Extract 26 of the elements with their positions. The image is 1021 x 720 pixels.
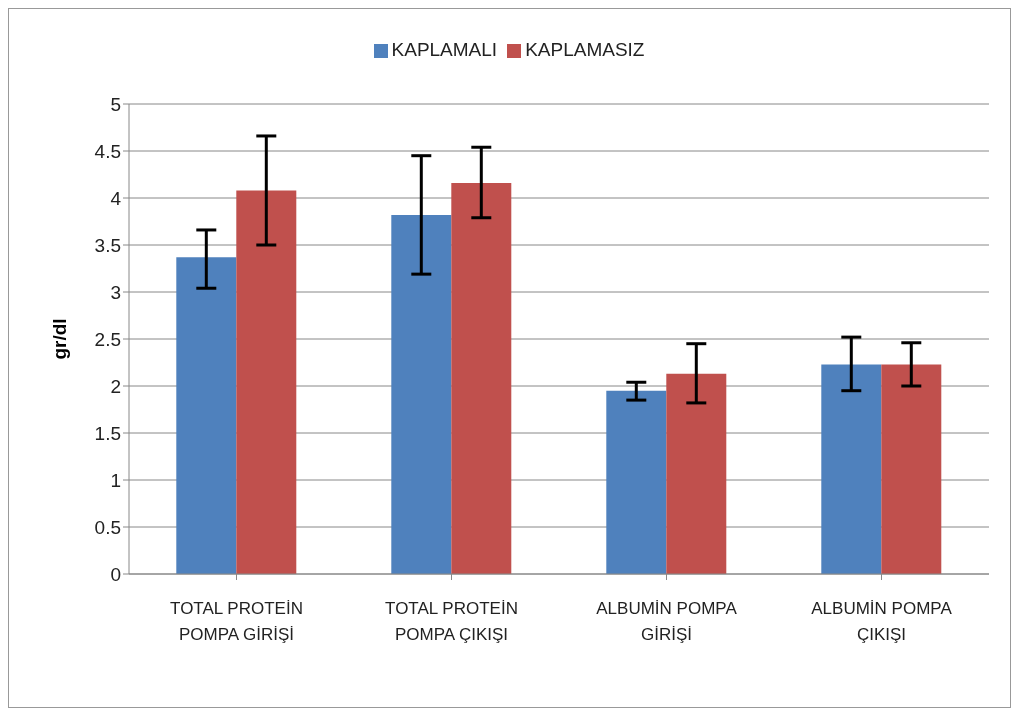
bar: [391, 214, 452, 574]
y-tick-label: 1: [110, 469, 121, 491]
x-tick-label: TOTAL PROTEİN POMPA GİRİŞİ: [170, 599, 303, 644]
bar: [666, 373, 727, 574]
bar: [821, 364, 882, 574]
y-tick-label: 2: [110, 375, 121, 397]
y-tick-label: 0.5: [94, 516, 121, 538]
y-tick-label: 3: [110, 281, 121, 303]
x-tick-label: TOTAL PROTEİN POMPA ÇIKIŞI: [385, 599, 518, 644]
y-tick-label: 1.5: [94, 422, 121, 444]
y-tick-label: 5: [110, 93, 121, 115]
y-tick-label: 0: [110, 563, 121, 585]
y-tick-label: 3.5: [94, 234, 121, 256]
y-tick-label: 2.5: [94, 328, 121, 350]
y-tick-label: 4: [110, 187, 122, 209]
bar: [236, 190, 297, 574]
bar: [176, 257, 237, 574]
x-tick-label: ALBUMİN POMPA GİRİŞİ: [596, 599, 738, 644]
legend-label: KAPLAMASIZ: [525, 39, 645, 60]
y-tick-label: 4.5: [94, 140, 121, 162]
bar: [451, 182, 512, 574]
y-axis-title: gr/dl: [48, 318, 70, 360]
legend-label: KAPLAMALI: [391, 39, 498, 60]
bar: [881, 364, 942, 574]
x-tick-label: ALBUMİN POMPA ÇIKIŞI: [811, 599, 953, 644]
bar: [606, 390, 667, 574]
